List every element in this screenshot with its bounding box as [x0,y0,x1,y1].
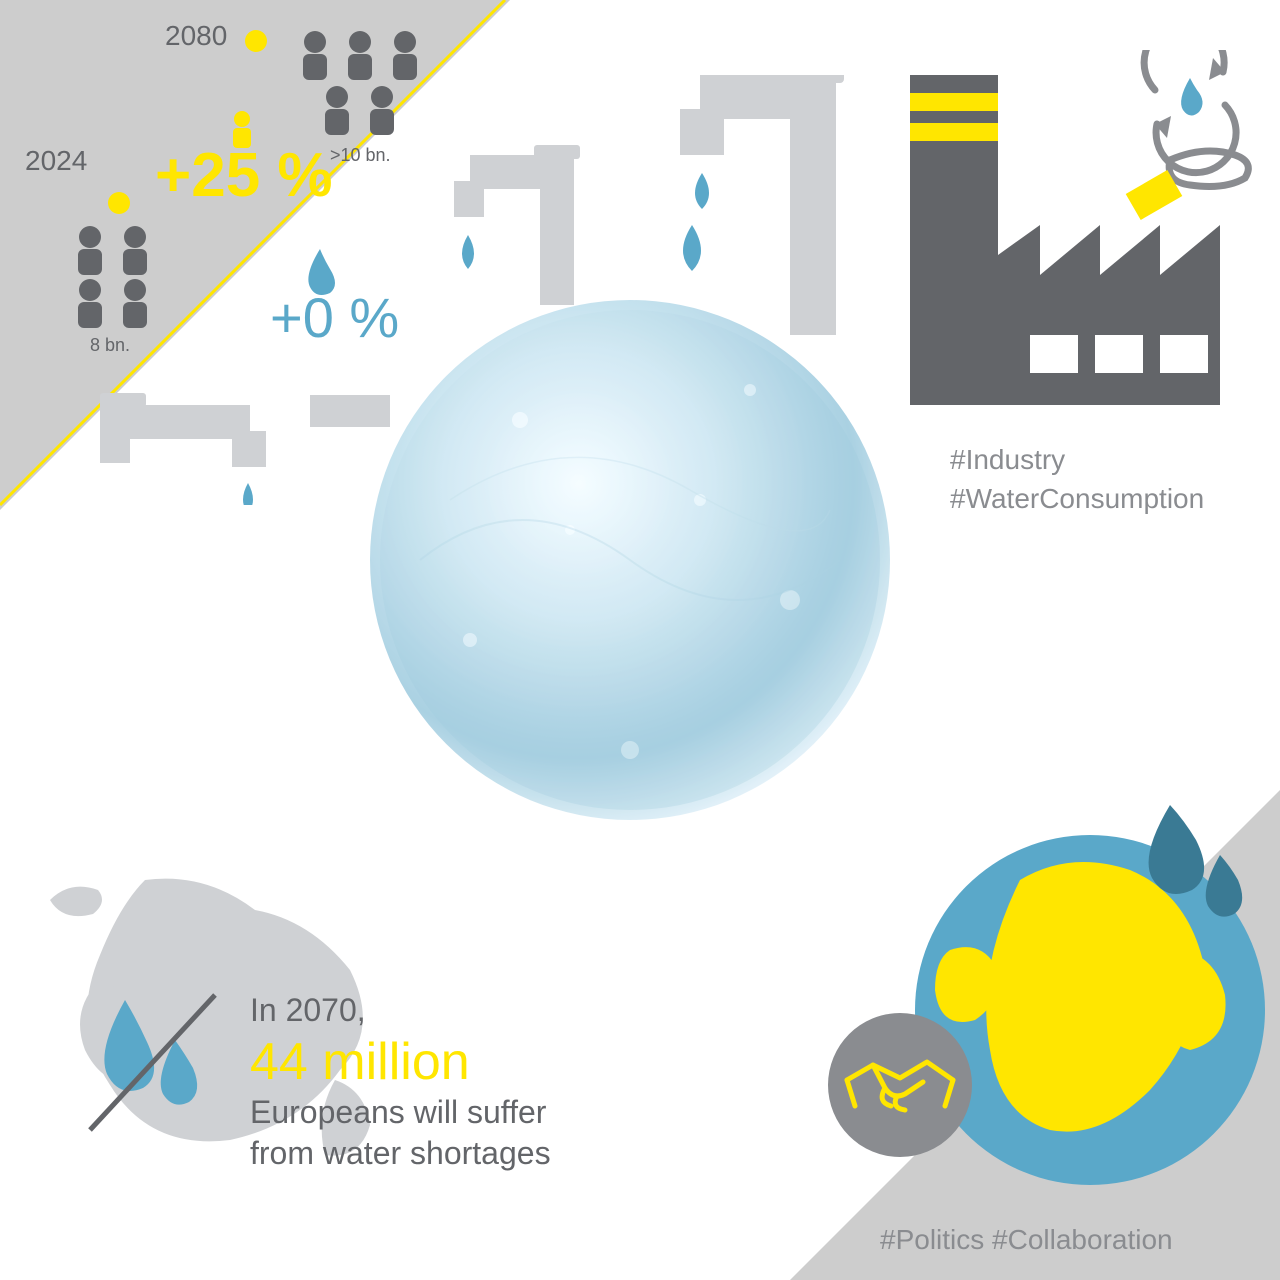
europe-shortage-text: In 2070, 44 million Europeans will suffe… [250,990,551,1175]
water-splash-sphere [370,300,890,820]
handshake-badge [825,1010,975,1160]
dot-2080 [245,30,267,52]
growth-percent: +25 % [155,140,333,211]
europe-line2: Europeans will suffer [250,1092,551,1134]
year-2080: 2080 [165,20,227,52]
population-2024-label: 8 bn. [90,335,130,356]
politics-tags: #Politics #Collaboration [880,1220,1173,1259]
industry-tags: #Industry #WaterConsumption [950,440,1204,518]
europe-line1: In 2070, [250,990,551,1032]
year-2080-label: 2080 [165,20,227,51]
europe-highlight: 44 million [250,1032,551,1092]
people-group-2024 [65,225,185,330]
water-shortage-icon [85,990,225,1150]
tag-industry: #Industry [950,440,1204,479]
water-drop-icon [300,245,340,301]
dot-2024 [108,192,130,214]
year-2024-label: 2024 [25,145,87,176]
water-recycle-hand-icon [1115,50,1270,220]
europe-line3: from water shortages [250,1133,551,1175]
tag-water-consumption: #WaterConsumption [950,479,1204,518]
year-2024: 2024 [25,145,87,177]
faucet-small-left [100,385,300,505]
globe-water-drops [1130,800,1250,950]
